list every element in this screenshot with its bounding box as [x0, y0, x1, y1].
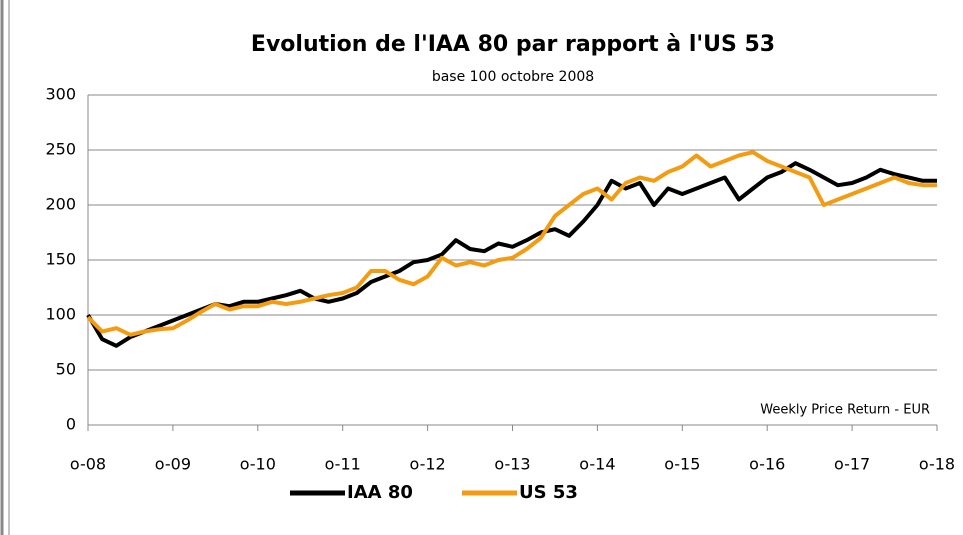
legend-label: IAA 80: [347, 482, 413, 503]
chart-title: Evolution de l'IAA 80 par rapport à l'US…: [251, 32, 775, 57]
x-tick-label: o-10: [240, 455, 276, 474]
annotation: Weekly Price Return - EUR: [760, 403, 930, 418]
y-tick-label: 50: [56, 360, 76, 379]
y-tick-label: 0: [66, 415, 76, 434]
x-tick-label: o-18: [919, 455, 955, 474]
y-tick-label: 250: [45, 140, 76, 159]
y-tick-label: 300: [45, 85, 76, 104]
x-tick-label: o-12: [409, 455, 445, 474]
x-tick-label: o-17: [834, 455, 870, 474]
legend-label: US 53: [519, 482, 578, 503]
x-tick-label: o-09: [155, 455, 191, 474]
y-tick-label: 200: [45, 195, 76, 214]
x-tick-label: o-16: [749, 455, 785, 474]
y-tick-label: 100: [45, 305, 76, 324]
x-tick-label: o-15: [664, 455, 700, 474]
x-tick-label: o-13: [494, 455, 530, 474]
x-tick-label: o-08: [70, 455, 106, 474]
x-tick-label: o-11: [325, 455, 361, 474]
line-series: [86, 150, 937, 337]
chart-subtitle: base 100 octobre 2008: [432, 69, 594, 85]
x-tick-label: o-14: [579, 455, 615, 474]
line-series: [86, 161, 937, 348]
y-tick-label: 150: [45, 250, 76, 269]
